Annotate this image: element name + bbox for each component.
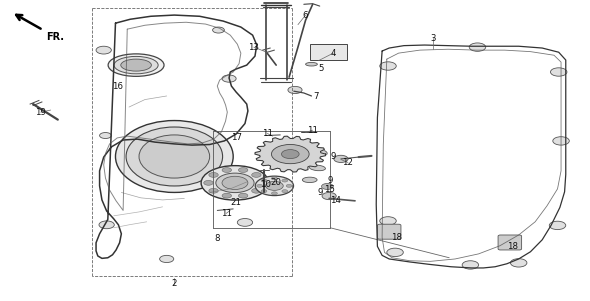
Circle shape: [322, 192, 336, 200]
Circle shape: [549, 221, 566, 230]
Ellipse shape: [309, 165, 326, 171]
Ellipse shape: [116, 120, 233, 192]
Circle shape: [510, 259, 527, 267]
Text: 11: 11: [262, 129, 273, 138]
Ellipse shape: [121, 59, 152, 71]
Circle shape: [222, 168, 231, 172]
Text: 10: 10: [260, 181, 271, 189]
Circle shape: [212, 27, 224, 33]
Text: 9: 9: [330, 152, 336, 161]
Text: 15: 15: [324, 185, 335, 194]
Text: 12: 12: [342, 158, 353, 167]
Circle shape: [322, 183, 333, 189]
Text: 19: 19: [35, 108, 46, 117]
Circle shape: [380, 62, 396, 70]
Text: 4: 4: [330, 49, 336, 57]
Circle shape: [238, 193, 248, 198]
Circle shape: [222, 75, 236, 82]
Circle shape: [387, 248, 404, 256]
Text: 18: 18: [507, 242, 518, 251]
Ellipse shape: [302, 177, 317, 183]
Circle shape: [469, 43, 486, 51]
Ellipse shape: [126, 127, 222, 186]
Ellipse shape: [108, 54, 164, 76]
Circle shape: [160, 255, 173, 262]
Circle shape: [252, 172, 261, 177]
Circle shape: [99, 221, 114, 229]
Text: 5: 5: [319, 64, 324, 73]
Text: 6: 6: [303, 11, 309, 20]
Text: 21: 21: [231, 198, 242, 207]
Ellipse shape: [255, 176, 294, 196]
Circle shape: [282, 190, 288, 193]
Text: 9: 9: [327, 176, 333, 185]
Circle shape: [209, 188, 218, 193]
Circle shape: [257, 181, 266, 185]
FancyBboxPatch shape: [310, 45, 347, 60]
Ellipse shape: [114, 56, 158, 74]
Circle shape: [209, 172, 218, 177]
Circle shape: [286, 184, 292, 187]
Ellipse shape: [216, 173, 254, 193]
Circle shape: [257, 184, 263, 187]
Ellipse shape: [201, 166, 269, 200]
Circle shape: [266, 182, 283, 190]
Circle shape: [380, 217, 396, 225]
Text: FR.: FR.: [47, 32, 65, 42]
Circle shape: [204, 181, 213, 185]
Circle shape: [288, 86, 302, 94]
Circle shape: [96, 46, 112, 54]
FancyBboxPatch shape: [378, 224, 401, 239]
Circle shape: [222, 176, 248, 189]
Circle shape: [281, 150, 299, 159]
Text: 8: 8: [215, 234, 220, 244]
Circle shape: [462, 261, 478, 269]
Text: 2: 2: [172, 279, 177, 288]
Text: 20: 20: [271, 178, 281, 187]
Ellipse shape: [306, 62, 317, 66]
Text: 16: 16: [112, 82, 123, 91]
Text: 18: 18: [391, 234, 402, 243]
Text: 11: 11: [307, 126, 318, 135]
Circle shape: [238, 168, 248, 172]
Circle shape: [100, 132, 112, 138]
Polygon shape: [255, 136, 326, 172]
FancyBboxPatch shape: [498, 235, 522, 250]
Circle shape: [261, 190, 267, 193]
Circle shape: [271, 177, 277, 180]
Circle shape: [222, 193, 231, 198]
Circle shape: [553, 137, 569, 145]
Circle shape: [334, 155, 348, 163]
Circle shape: [550, 68, 567, 76]
Circle shape: [271, 192, 277, 195]
Text: 14: 14: [330, 196, 340, 205]
Circle shape: [237, 219, 253, 226]
Text: 11: 11: [221, 209, 232, 218]
Circle shape: [282, 179, 288, 182]
Text: 9: 9: [317, 188, 323, 197]
Text: 3: 3: [431, 34, 436, 43]
Text: 17: 17: [231, 132, 242, 141]
Ellipse shape: [310, 148, 327, 156]
Text: 7: 7: [313, 92, 319, 101]
Text: 13: 13: [248, 43, 259, 52]
Circle shape: [261, 179, 267, 182]
Circle shape: [271, 144, 309, 164]
Ellipse shape: [139, 135, 209, 178]
Circle shape: [252, 188, 261, 193]
